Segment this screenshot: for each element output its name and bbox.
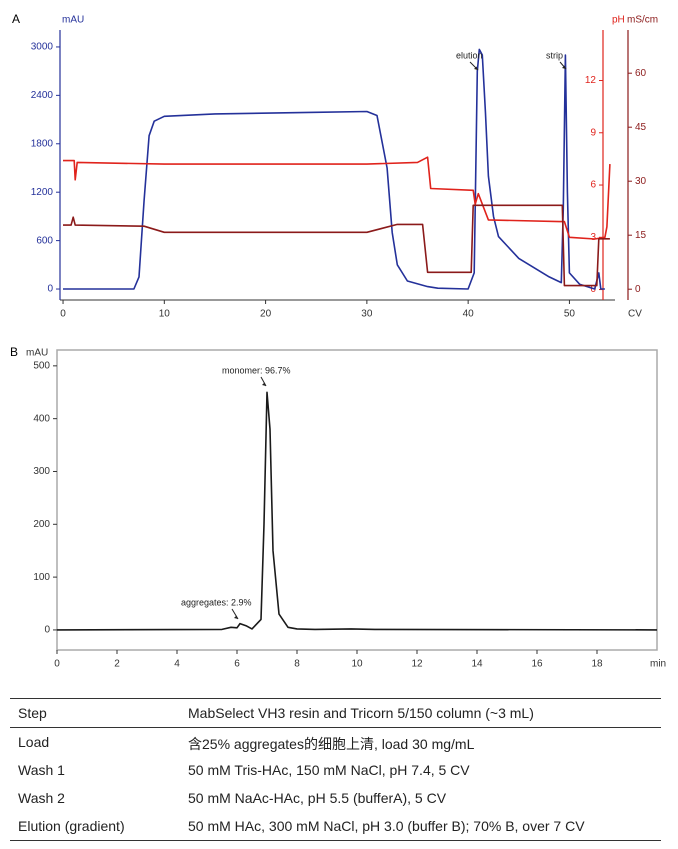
y3-tick-label: 45 (635, 122, 647, 133)
panel-label: A (12, 12, 20, 26)
table-header: Step MabSelect VH3 resin and Tricorn 5/1… (10, 698, 661, 728)
arrow-head (234, 615, 238, 619)
panel-label: B (10, 345, 18, 359)
y2-tick-label: 6 (590, 180, 596, 191)
x-tick-label: 30 (361, 309, 373, 320)
arrow-head (262, 382, 266, 386)
table-row: Wash 1 50 mM Tris-HAc, 150 mM NaCl, pH 7.… (10, 756, 661, 784)
y-tick-label: 300 (33, 466, 50, 477)
y-tick-label: 3000 (31, 42, 54, 53)
data-line (63, 204, 610, 287)
x-tick-label: 10 (351, 659, 363, 670)
y-tick-label: 100 (33, 572, 50, 583)
y2-tick-label: 0 (590, 284, 596, 295)
annotation: elution (456, 50, 483, 60)
x-tick-label: 4 (174, 659, 180, 670)
x-tick-label: 8 (294, 659, 300, 670)
y-tick-label: 600 (36, 235, 53, 246)
table-row: Wash 2 50 mM NaAc-HAc, pH 5.5 (bufferA), … (10, 784, 661, 812)
y-axis-label: mAU (26, 348, 48, 359)
y2-tick-label: 12 (585, 75, 597, 86)
x-axis-label: CV (628, 309, 642, 320)
annotation: aggregates: 2.9% (181, 597, 252, 607)
y-tick-label: 200 (33, 519, 50, 530)
y-tick-label: 500 (33, 360, 50, 371)
arrow-head (562, 65, 566, 69)
y2-tick-label: 9 (590, 127, 596, 138)
y-tick-label: 2400 (31, 90, 54, 101)
cell: Step (18, 705, 47, 721)
y3-tick-label: 60 (635, 68, 647, 79)
cell: MabSelect VH3 resin and Tricorn 5/150 co… (188, 705, 534, 721)
table-row: Load 含25% aggregates的细胞上清, load 30 mg/mL (10, 728, 661, 756)
x-tick-label: 14 (471, 659, 483, 670)
arrow-head (474, 66, 478, 70)
x-tick-label: 2 (114, 659, 120, 670)
y-axis-label: mAU (62, 15, 84, 26)
table-row: Elution (gradient) 50 mM HAc, 300 mM NaCl… (10, 812, 661, 841)
y3-tick-label: 15 (635, 230, 647, 241)
cell: Wash 2 (18, 790, 65, 806)
x-tick-label: 10 (159, 309, 171, 320)
y-tick-label: 400 (33, 413, 50, 424)
plot-frame (56, 349, 658, 651)
x-tick-label: 20 (260, 309, 272, 320)
x-tick-label: 50 (564, 309, 576, 320)
cell: 50 mM NaAc-HAc, pH 5.5 (bufferA), 5 CV (188, 790, 447, 806)
cell: 含25% aggregates的细胞上清, load 30 mg/mL (188, 736, 475, 752)
x-tick-label: 0 (60, 309, 66, 320)
y2-axis-label: pH (612, 15, 625, 26)
x-tick-label: 6 (234, 659, 240, 670)
x-tick-label: 0 (54, 659, 60, 670)
x-tick-label: 40 (463, 309, 475, 320)
y-tick-label: 1200 (31, 187, 54, 198)
x-tick-label: 12 (411, 659, 423, 670)
cell: Wash 1 (18, 762, 65, 778)
x-tick-label: 16 (531, 659, 543, 670)
y2-tick-label: 3 (590, 232, 596, 243)
y-tick-label: 0 (47, 284, 53, 295)
annotation: strip (546, 50, 563, 60)
data-line (63, 48, 605, 290)
cell: 50 mM Tris-HAc, 150 mM NaCl, pH 7.4, 5 C… (188, 762, 470, 778)
annotation: monomer: 96.7% (222, 365, 291, 375)
data-line (63, 156, 611, 240)
cell: Elution (gradient) (18, 818, 125, 834)
x-tick-label: 18 (591, 659, 603, 670)
x-axis-label: min (650, 659, 666, 670)
cell: 50 mM HAc, 300 mM NaCl, pH 3.0 (buffer B… (188, 818, 585, 834)
y-tick-label: 1800 (31, 138, 54, 149)
cell: Load (18, 734, 50, 750)
y-tick-label: 0 (44, 625, 50, 636)
data-line (56, 391, 658, 631)
y3-axis-label: mS/cm (627, 15, 658, 26)
y3-tick-label: 30 (635, 176, 647, 187)
table: Step MabSelect VH3 resin and Tricorn 5/1… (10, 698, 661, 841)
y3-tick-label: 0 (635, 284, 641, 295)
